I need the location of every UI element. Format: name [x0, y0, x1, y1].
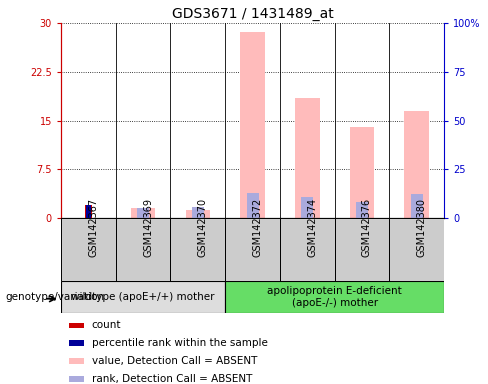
Bar [295, 98, 320, 218]
Bar [69, 323, 84, 328]
Bar [170, 23, 225, 218]
Bar [61, 218, 116, 281]
Bar [240, 32, 265, 218]
Bar [389, 218, 444, 281]
Bar [356, 202, 368, 218]
Text: GSM142376: GSM142376 [362, 198, 372, 257]
Text: count: count [92, 320, 121, 330]
Text: genotype/variation: genotype/variation [5, 292, 104, 302]
Bar [69, 358, 84, 364]
Text: GSM142370: GSM142370 [198, 198, 208, 257]
Text: percentile rank within the sample: percentile rank within the sample [92, 338, 267, 348]
Bar [246, 193, 259, 218]
Text: rank, Detection Call = ABSENT: rank, Detection Call = ABSENT [92, 374, 252, 384]
Bar [170, 218, 225, 281]
Bar [131, 208, 155, 218]
Text: apolipoprotein E-deficient
(apoE-/-) mother: apolipoprotein E-deficient (apoE-/-) mot… [267, 286, 402, 308]
Bar [405, 111, 429, 218]
Bar [280, 218, 335, 281]
Bar [411, 194, 423, 218]
Text: GSM142380: GSM142380 [417, 198, 427, 257]
Bar [137, 209, 149, 218]
Bar [350, 127, 374, 218]
Text: wildtype (apoE+/+) mother: wildtype (apoE+/+) mother [71, 292, 215, 302]
Bar [116, 23, 170, 218]
Bar [85, 205, 92, 218]
Bar [69, 340, 84, 346]
Bar [192, 207, 204, 218]
Bar [335, 23, 389, 218]
Text: GSM142372: GSM142372 [253, 198, 263, 257]
Bar [225, 23, 280, 218]
Bar [69, 376, 84, 382]
Bar [225, 281, 444, 313]
Bar [61, 281, 225, 313]
Text: GSM142367: GSM142367 [88, 198, 99, 257]
Text: GSM142369: GSM142369 [143, 198, 153, 257]
Text: GSM142374: GSM142374 [307, 198, 317, 257]
Bar [280, 23, 335, 218]
Bar [86, 205, 91, 218]
Bar [389, 23, 444, 218]
Text: value, Detection Call = ABSENT: value, Detection Call = ABSENT [92, 356, 257, 366]
Bar [116, 218, 170, 281]
Bar [335, 218, 389, 281]
Bar [185, 210, 210, 218]
Title: GDS3671 / 1431489_at: GDS3671 / 1431489_at [172, 7, 333, 21]
Bar [301, 197, 313, 218]
Bar [61, 23, 116, 218]
Bar [225, 218, 280, 281]
